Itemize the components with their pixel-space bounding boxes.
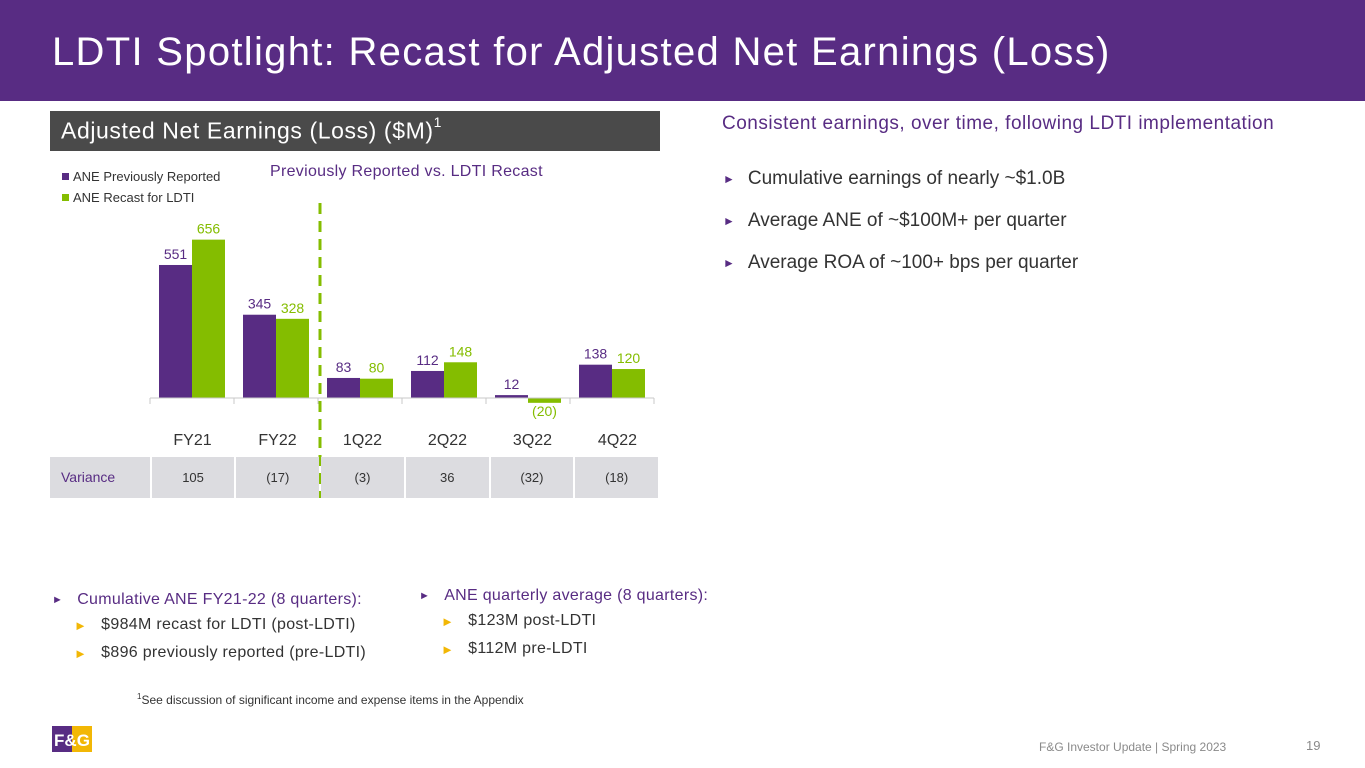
arrow-bullet-icon: ►	[419, 590, 431, 602]
legend-swatch-purple	[62, 173, 69, 180]
data-label: 148	[449, 343, 473, 359]
bar	[411, 370, 444, 398]
footnote-text: See discussion of significant income and…	[141, 693, 524, 707]
data-label: 83	[336, 359, 352, 375]
data-label: 138	[584, 346, 608, 362]
legend-item-previously-reported: ANE Previously Reported	[62, 166, 220, 187]
variance-cell: (18)	[575, 457, 659, 498]
chart-header-label: Adjusted Net Earnings (Loss) ($M)1	[61, 114, 442, 145]
arrow-sub-bullet-icon: ►	[441, 641, 455, 657]
cumulative-ane-item: ► $896 previously reported (pre-LDTI)	[52, 639, 366, 667]
fg-logo-icon: F&G	[52, 726, 92, 752]
cumulative-ane-block: ► Cumulative ANE FY21-22 (8 quarters): ► $…	[52, 589, 366, 667]
cumulative-ane-heading-text: Cumulative ANE FY21-22 (8 quarters):	[77, 591, 362, 608]
cumulative-ane-item-text: $984M recast for LDTI (post-LDTI)	[101, 616, 356, 633]
category-axis: FY21 FY22 1Q22 2Q22 3Q22 4Q22	[150, 432, 660, 454]
arrow-sub-bullet-icon: ►	[74, 645, 88, 661]
data-label: 345	[248, 296, 272, 312]
chart-legend: ANE Previously Reported ANE Recast for L…	[62, 166, 220, 208]
right-bullet-text: Cumulative earnings of nearly ~$1.0B	[747, 168, 1066, 189]
legend-item-recast: ANE Recast for LDTI	[62, 187, 220, 208]
arrow-sub-bullet-icon: ►	[74, 617, 88, 633]
bar	[159, 264, 192, 398]
arrow-bullet-icon: ►	[723, 172, 735, 186]
bar	[360, 378, 393, 398]
arrow-bullet-icon: ►	[723, 214, 735, 228]
title-bar: LDTI Spotlight: Recast for Adjusted Net …	[0, 0, 1365, 101]
bar	[528, 398, 561, 403]
footnote: 1See discussion of significant income an…	[137, 692, 524, 707]
average-ane-block: ► ANE quarterly average (8 quarters): ► $1…	[419, 585, 708, 663]
legend-label: ANE Recast for LDTI	[73, 190, 195, 205]
category-label: FY21	[173, 432, 212, 449]
legend-swatch-green	[62, 194, 69, 201]
data-label: 80	[369, 360, 385, 376]
variance-cell: (17)	[236, 457, 320, 498]
average-ane-item-text: $123M post-LDTI	[468, 612, 597, 629]
variance-cell: 36	[405, 457, 489, 498]
average-ane-heading-text: ANE quarterly average (8 quarters):	[444, 587, 709, 604]
bar	[192, 239, 225, 398]
right-bullet-text: Average ANE of ~$100M+ per quarter	[747, 210, 1067, 231]
data-label: 120	[617, 350, 641, 366]
bar	[495, 395, 528, 398]
category-label: 1Q22	[342, 432, 383, 449]
data-label: 112	[416, 352, 439, 368]
variance-table: Variance 105 (17) (3) 36 (32) (18)	[50, 457, 660, 498]
category-label: 2Q22	[427, 432, 468, 449]
page-number: 19	[1306, 738, 1321, 753]
right-bullet: ► Average ROA of ~100+ bps per quarter	[723, 242, 1078, 284]
right-bullet: ► Cumulative earnings of nearly ~$1.0B	[723, 158, 1078, 200]
variance-cell: 105	[151, 457, 235, 498]
cumulative-ane-item: ► $984M recast for LDTI (post-LDTI)	[52, 611, 366, 639]
cumulative-ane-item-text: $896 previously reported (pre-LDTI)	[101, 644, 367, 661]
arrow-bullet-icon: ►	[52, 594, 64, 606]
right-bullet: ► Average ANE of ~$100M+ per quarter	[723, 200, 1078, 242]
bar	[327, 377, 360, 398]
bar	[579, 364, 612, 398]
average-ane-item: ► $123M post-LDTI	[419, 607, 708, 635]
bar	[243, 314, 276, 398]
chart-header: Adjusted Net Earnings (Loss) ($M)1	[50, 111, 660, 151]
data-label: (20)	[532, 403, 557, 419]
footer-text: F&G Investor Update | Spring 2023	[1039, 740, 1227, 754]
right-bullet-list: ► Cumulative earnings of nearly ~$1.0B ► A…	[723, 158, 1078, 284]
arrow-sub-bullet-icon: ►	[441, 613, 455, 629]
arrow-bullet-icon: ►	[723, 256, 735, 270]
legend-label: ANE Previously Reported	[73, 169, 221, 184]
data-label: 12	[504, 376, 520, 392]
average-ane-heading: ► ANE quarterly average (8 quarters):	[419, 585, 708, 607]
data-label: 551	[164, 246, 188, 262]
footnote-mark: 1	[137, 692, 142, 701]
variance-cell: (32)	[490, 457, 574, 498]
bar	[276, 318, 309, 398]
average-ane-item-text: $112M pre-LDTI	[468, 640, 588, 657]
category-label: FY22	[258, 432, 297, 449]
average-ane-item: ► $112M pre-LDTI	[419, 635, 708, 663]
bar	[444, 362, 477, 398]
variance-cell: (3)	[321, 457, 404, 498]
bar	[612, 369, 645, 398]
cumulative-ane-heading: ► Cumulative ANE FY21-22 (8 quarters):	[52, 589, 366, 611]
category-label: 4Q22	[597, 432, 638, 449]
chart-subtitle: Previously Reported vs. LDTI Recast	[270, 163, 543, 180]
data-label: 656	[197, 221, 221, 237]
category-label: 3Q22	[512, 432, 553, 449]
logo-text: F&G	[54, 731, 90, 750]
chart-header-text: Adjusted Net Earnings (Loss) ($M)	[61, 117, 434, 144]
variance-label: Variance	[50, 457, 150, 498]
page-title: LDTI Spotlight: Recast for Adjusted Net …	[52, 30, 1111, 74]
data-label: 328	[281, 300, 305, 316]
right-bullet-text: Average ROA of ~100+ bps per quarter	[747, 252, 1079, 273]
right-heading: Consistent earnings, over time, followin…	[722, 113, 1275, 134]
chart-header-footnote-mark: 1	[433, 114, 442, 130]
